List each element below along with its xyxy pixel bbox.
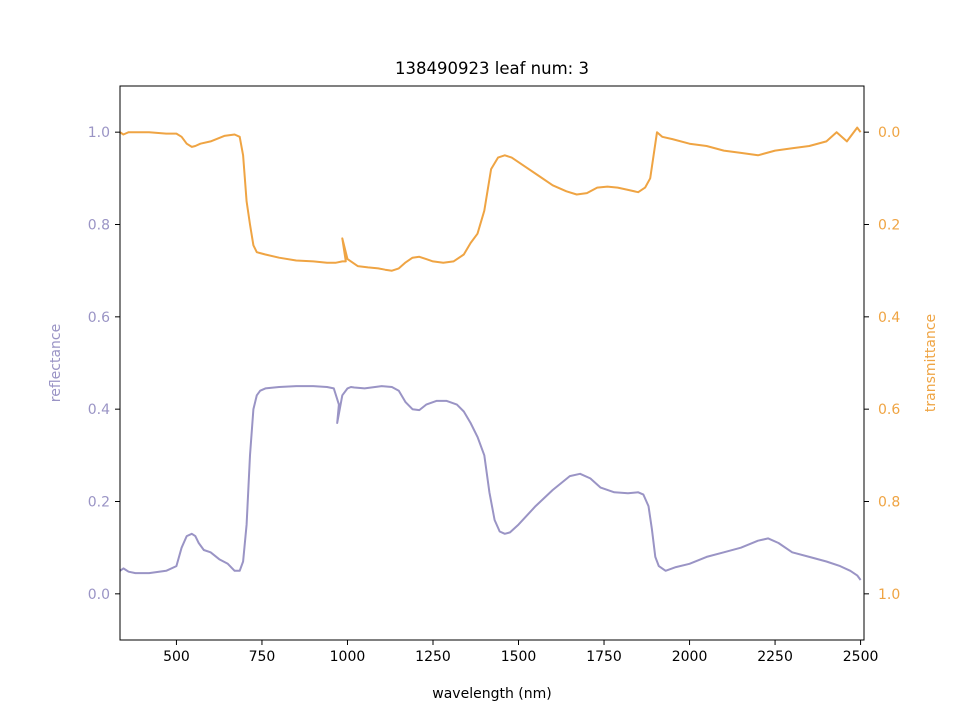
x-tick-label: 1000 xyxy=(330,649,366,665)
left-y-axis: 0.0 0.2 0.4 0.6 0.8 1.0 xyxy=(88,125,120,603)
right-y-axis-label: transmittance xyxy=(923,314,939,412)
x-tick-label: 2000 xyxy=(672,649,708,665)
right-y-axis: 0.0 0.2 0.4 0.6 0.8 1.0 xyxy=(864,125,900,603)
left-y-tick-label: 0.4 xyxy=(88,402,110,418)
left-y-tick-label: 0.8 xyxy=(88,218,110,234)
x-axis: 500 750 1000 1250 1500 1750 2000 2250 2500 xyxy=(163,640,878,665)
x-tick-label: 750 xyxy=(249,649,276,665)
plot-frame xyxy=(119,85,865,641)
right-y-tick-label: 0.0 xyxy=(878,125,900,141)
reflectance-series-line xyxy=(120,385,862,581)
right-y-tick-label: 0.2 xyxy=(878,218,900,234)
right-y-tick-label: 0.6 xyxy=(878,402,900,418)
x-tick-label: 2500 xyxy=(843,649,879,665)
x-axis-label: wavelength (nm) xyxy=(432,686,551,702)
left-y-tick-label: 1.0 xyxy=(88,125,110,141)
right-y-tick-label: 0.4 xyxy=(878,310,900,326)
left-y-tick-label: 0.2 xyxy=(88,495,110,511)
x-tick-label: 1500 xyxy=(501,649,537,665)
x-tick-label: 2250 xyxy=(757,649,793,665)
x-tick-label: 1750 xyxy=(586,649,622,665)
left-y-axis-label: reflectance xyxy=(48,324,64,402)
chart-title: 138490923 leaf num: 3 xyxy=(395,59,589,78)
left-y-tick-label: 0.6 xyxy=(88,310,110,326)
x-tick-label: 500 xyxy=(163,649,190,665)
left-y-tick-label: 0.0 xyxy=(88,587,110,603)
right-y-tick-label: 0.8 xyxy=(878,495,900,511)
x-tick-label: 1250 xyxy=(415,649,451,665)
right-y-tick-label: 1.0 xyxy=(878,587,900,603)
transmittance-series-line xyxy=(120,126,862,272)
plot-area xyxy=(120,126,862,581)
